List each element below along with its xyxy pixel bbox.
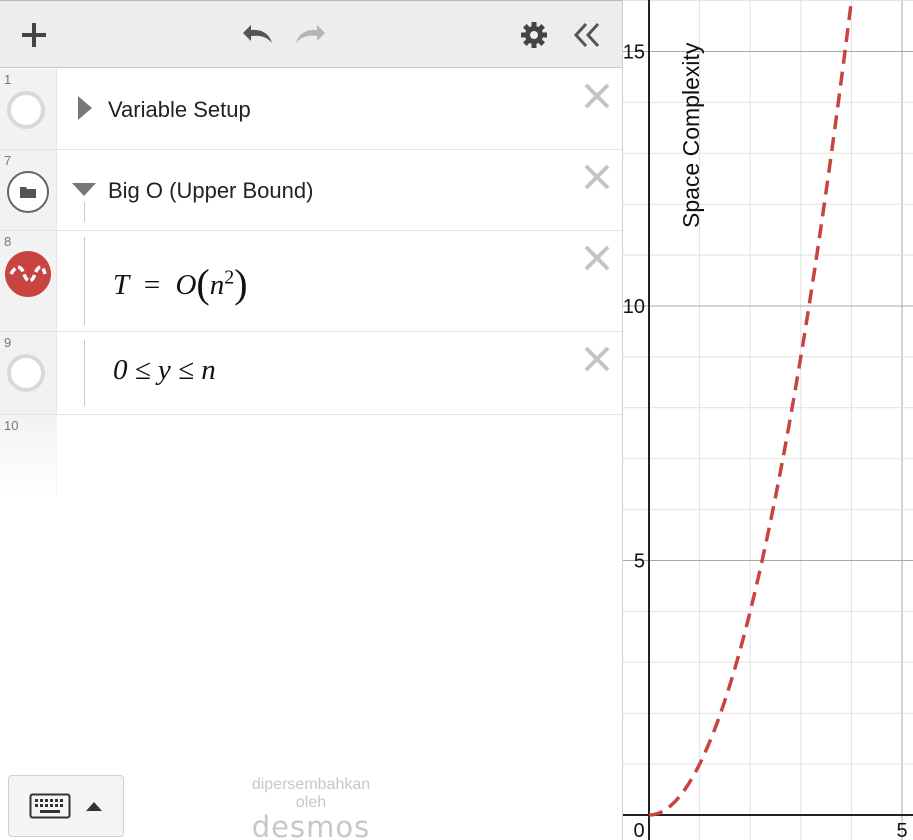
row-gutter: 10: [0, 415, 57, 495]
keyboard-toggle-button[interactable]: [8, 775, 124, 837]
row-gutter: 1: [0, 69, 57, 149]
undo-button[interactable]: [236, 15, 276, 55]
undo-icon: [243, 25, 272, 43]
row-gutter: 7: [0, 150, 57, 230]
expression-panel: 1 Variable Setup 7 Big O (Upper Bound): [0, 0, 623, 840]
settings-button[interactable]: [514, 15, 554, 55]
graph-canvas[interactable]: 5 10 15 0 5: [623, 0, 913, 840]
double-chevron-left-icon: [573, 22, 600, 48]
keyboard-icon: [29, 793, 71, 819]
row-gutter: 9: [0, 332, 57, 414]
y-tick-label: 5: [634, 551, 645, 573]
brand-line-1: dipersembahkan: [251, 776, 371, 793]
collapse-panel-button[interactable]: [567, 15, 607, 55]
row-index: 7: [4, 153, 12, 168]
delete-row-button[interactable]: [582, 81, 612, 111]
add-expression-button[interactable]: [14, 15, 54, 55]
redo-icon: [296, 25, 325, 43]
math-paren-open: (: [196, 261, 210, 306]
series-line-big-o: [648, 0, 854, 817]
expression-math[interactable]: 0 ≤ y ≤ n: [113, 354, 216, 386]
graph-paper[interactable]: 5 10 15 0 5: [623, 0, 913, 840]
math-lhs: T: [113, 269, 129, 301]
folder-label: Variable Setup: [108, 97, 251, 122]
folder-expanded-icon[interactable]: [72, 183, 96, 196]
folder-indent-line: [84, 340, 85, 406]
delete-row-button[interactable]: [582, 243, 612, 273]
delete-row-button[interactable]: [582, 344, 612, 374]
gear-icon: [521, 22, 547, 48]
folder-label: Big O (Upper Bound): [108, 178, 314, 203]
x-tick-label: 5: [896, 820, 907, 840]
plus-icon: [22, 23, 46, 47]
math-equals: =: [143, 269, 161, 301]
math-exponent: 2: [224, 266, 235, 289]
graph-style-icon[interactable]: [5, 251, 51, 297]
y-tick-label: 10: [623, 296, 645, 318]
math-function: O: [175, 269, 197, 301]
expression-row-inequality[interactable]: 9 0 ≤ y ≤ n: [0, 332, 622, 415]
expression-toolbar: [0, 0, 622, 68]
brand-line-2: oleh: [295, 794, 327, 811]
expression-row-big-o[interactable]: 8 T = O(n2): [0, 230, 622, 332]
y-axis-label: Space Complexity: [678, 42, 704, 228]
delete-row-button[interactable]: [582, 162, 612, 192]
folder-collapsed-icon[interactable]: [78, 96, 92, 120]
visibility-toggle[interactable]: [7, 91, 45, 129]
folder-indent-line: [84, 202, 85, 222]
row-index: 1: [4, 72, 12, 87]
math-paren-close: ): [234, 261, 248, 306]
y-tick-label: 15: [623, 42, 645, 64]
folder-indent-line: [84, 237, 85, 325]
x-tick-label: 0: [633, 820, 644, 840]
expression-list: 1 Variable Setup 7 Big O (Upper Bound): [0, 69, 622, 495]
desmos-logo: desmos: [251, 810, 371, 840]
row-index: 8: [4, 234, 12, 249]
row-gutter: 8: [0, 231, 57, 331]
row-index: 9: [4, 335, 12, 350]
expression-math[interactable]: T = O(n2): [113, 257, 248, 306]
visibility-toggle[interactable]: [7, 354, 45, 392]
folder-icon[interactable]: [7, 171, 49, 213]
redo-button[interactable]: [292, 15, 332, 55]
expression-row-big-o-folder[interactable]: 7 Big O (Upper Bound): [0, 150, 622, 230]
expression-row-variable-setup[interactable]: 1 Variable Setup: [0, 69, 622, 150]
expression-row-empty[interactable]: 10: [0, 415, 622, 495]
chevron-up-icon: [86, 802, 102, 811]
math-base: n: [209, 269, 225, 301]
row-index: 10: [4, 418, 19, 433]
desmos-branding[interactable]: dipersembahkan oleh desmos: [231, 776, 391, 840]
